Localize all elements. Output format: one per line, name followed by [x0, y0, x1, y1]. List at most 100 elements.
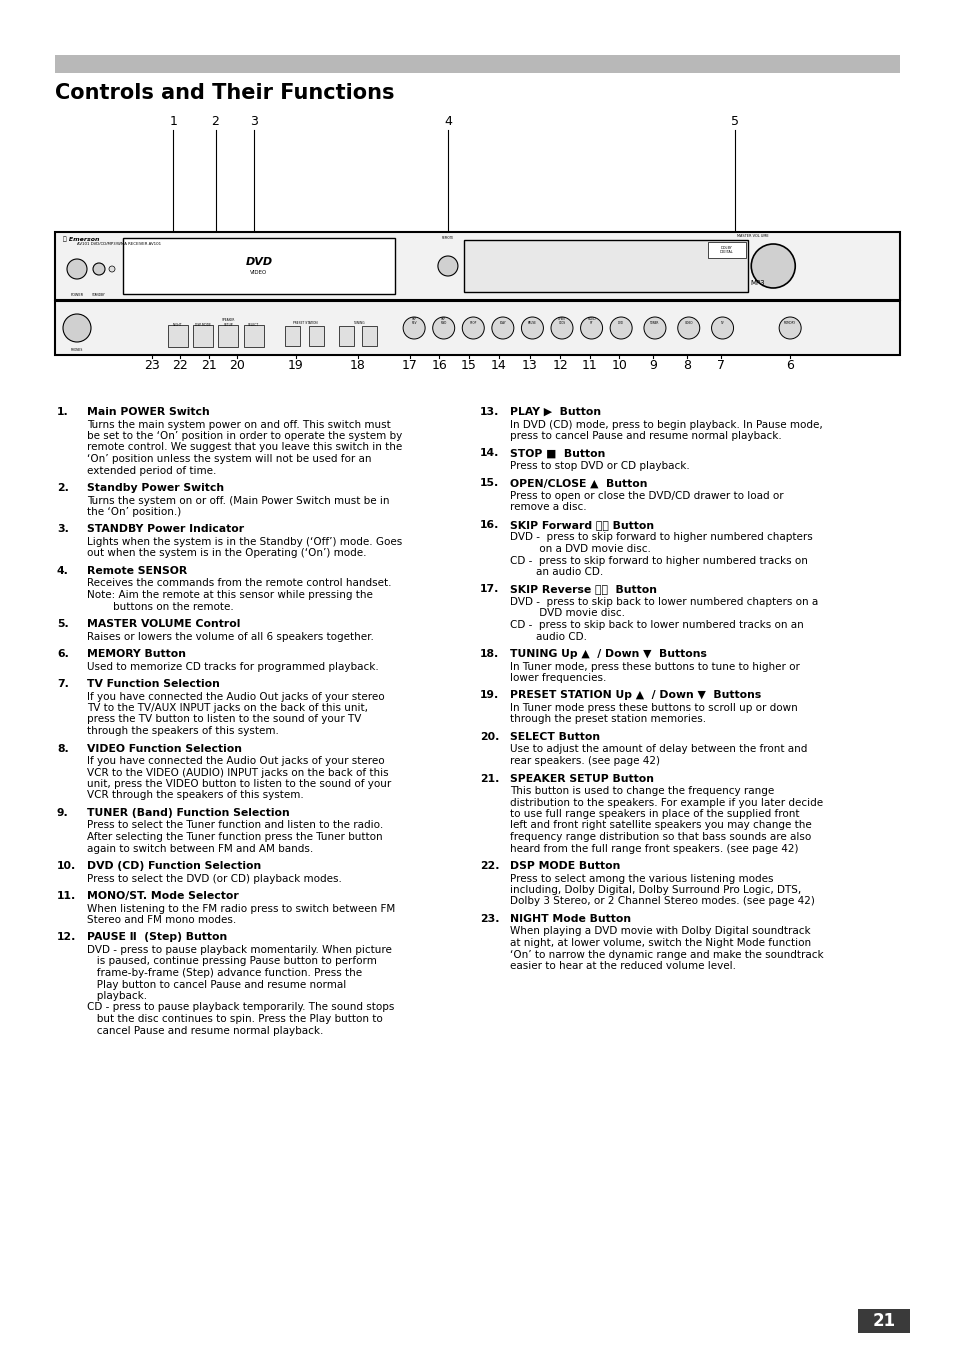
Text: This button is used to change the frequency range: This button is used to change the freque… — [510, 786, 774, 796]
Text: Raises or lowers the volume of all 6 speakers together.: Raises or lowers the volume of all 6 spe… — [87, 631, 374, 642]
Circle shape — [92, 263, 105, 276]
Text: After selecting the Tuner function press the Tuner button: After selecting the Tuner function press… — [87, 832, 382, 842]
Text: SPEAKER
SETUP: SPEAKER SETUP — [221, 319, 234, 327]
Circle shape — [67, 259, 87, 280]
Text: Main POWER Switch: Main POWER Switch — [87, 407, 210, 417]
Text: 16.: 16. — [479, 520, 498, 530]
Text: lower frequencies.: lower frequencies. — [510, 673, 606, 684]
Text: 21: 21 — [872, 1312, 895, 1329]
Circle shape — [63, 313, 91, 342]
Text: In Tuner mode, press these buttons to tune to higher or: In Tuner mode, press these buttons to tu… — [510, 662, 799, 671]
Text: In Tuner mode press these buttons to scroll up or down: In Tuner mode press these buttons to scr… — [510, 703, 797, 713]
Text: TUNER (Band) Function Selection: TUNER (Band) Function Selection — [87, 808, 290, 817]
Text: rear speakers. (see page 42): rear speakers. (see page 42) — [510, 757, 659, 766]
Circle shape — [677, 317, 699, 339]
Text: 11: 11 — [581, 359, 598, 372]
Text: ⓔ Emerson: ⓔ Emerson — [63, 236, 99, 242]
Text: audio CD.: audio CD. — [510, 631, 586, 642]
Text: remove a disc.: remove a disc. — [510, 503, 586, 512]
Circle shape — [551, 317, 573, 339]
Text: VIDEO Function Selection: VIDEO Function Selection — [87, 743, 242, 754]
Text: PHONES: PHONES — [71, 349, 83, 353]
Text: AV101 DVD/CD/MP3/WMA RECEIVER AV101: AV101 DVD/CD/MP3/WMA RECEIVER AV101 — [77, 242, 161, 246]
Bar — [55, 301, 899, 355]
Text: PAUSE Ⅱ  (Step) Button: PAUSE Ⅱ (Step) Button — [87, 932, 227, 943]
Text: 20: 20 — [229, 359, 244, 372]
Text: out when the system is in the Operating (‘On’) mode.: out when the system is in the Operating … — [87, 549, 366, 558]
Text: frequency range distribution so that bass sounds are also: frequency range distribution so that bas… — [510, 832, 810, 842]
Text: DVD - press to pause playback momentarily. When picture: DVD - press to pause playback momentaril… — [87, 944, 392, 955]
Text: the ‘On’ position.): the ‘On’ position.) — [87, 507, 181, 517]
Bar — [309, 326, 324, 346]
Text: be set to the ‘On’ position in order to operate the system by: be set to the ‘On’ position in order to … — [87, 431, 402, 440]
Text: Controls and Their Functions: Controls and Their Functions — [55, 82, 395, 103]
Text: 6: 6 — [785, 359, 793, 372]
Text: VIDEO: VIDEO — [250, 270, 268, 276]
Text: 16: 16 — [431, 359, 447, 372]
Text: MASTER VOLUME Control: MASTER VOLUME Control — [87, 619, 240, 630]
Text: 7: 7 — [716, 359, 724, 372]
Text: MONO
ST: MONO ST — [587, 316, 596, 326]
Text: POWER: POWER — [71, 293, 84, 297]
Text: DOLBY
DIGITAL: DOLBY DIGITAL — [720, 246, 733, 254]
Text: 6.: 6. — [57, 648, 69, 659]
Text: distribution to the speakers. For example if you later decide: distribution to the speakers. For exampl… — [510, 797, 822, 808]
Text: 7.: 7. — [57, 680, 69, 689]
Text: DVD (CD) Function Selection: DVD (CD) Function Selection — [87, 861, 261, 871]
Text: SKIP Reverse ⏮⏮  Button: SKIP Reverse ⏮⏮ Button — [510, 585, 657, 594]
Text: NIGHT Mode Button: NIGHT Mode Button — [510, 915, 631, 924]
Text: STOP ■  Button: STOP ■ Button — [510, 449, 605, 458]
Text: Press to select the Tuner function and listen to the radio.: Press to select the Tuner function and l… — [87, 820, 383, 831]
Text: 10: 10 — [611, 359, 627, 372]
Text: SELECT Button: SELECT Button — [510, 732, 599, 742]
Text: If you have connected the Audio Out jacks of your stereo: If you have connected the Audio Out jack… — [87, 757, 384, 766]
Text: 21: 21 — [201, 359, 216, 372]
Text: DSP MODE: DSP MODE — [194, 323, 211, 327]
Text: STOP: STOP — [469, 322, 476, 326]
Text: 1: 1 — [170, 115, 177, 128]
Text: Press to select the DVD (or CD) playback modes.: Press to select the DVD (or CD) playback… — [87, 874, 341, 884]
Text: 17: 17 — [401, 359, 417, 372]
Text: extended period of time.: extended period of time. — [87, 466, 216, 476]
Text: 12.: 12. — [57, 932, 76, 943]
Text: 2.: 2. — [57, 484, 69, 493]
Circle shape — [462, 317, 484, 339]
Text: OPEN/CLOSE ▲  Button: OPEN/CLOSE ▲ Button — [510, 478, 647, 489]
Text: 15: 15 — [460, 359, 476, 372]
Bar — [55, 55, 899, 73]
Text: Used to memorize CD tracks for programmed playback.: Used to memorize CD tracks for programme… — [87, 662, 378, 671]
Text: MP3: MP3 — [749, 280, 763, 286]
Text: SPEAKER SETUP Button: SPEAKER SETUP Button — [510, 774, 654, 784]
Text: 20.: 20. — [479, 732, 498, 742]
Text: MONO/ST. Mode Selector: MONO/ST. Mode Selector — [87, 892, 238, 901]
Text: DVD -  press to skip forward to higher numbered chapters: DVD - press to skip forward to higher nu… — [510, 532, 812, 543]
Text: DVD -  press to skip back to lower numbered chapters on a: DVD - press to skip back to lower number… — [510, 597, 818, 607]
Text: press the TV button to listen to the sound of your TV: press the TV button to listen to the sou… — [87, 715, 361, 724]
Circle shape — [643, 317, 665, 339]
Circle shape — [433, 317, 455, 339]
Text: again to switch between FM and AM bands.: again to switch between FM and AM bands. — [87, 843, 313, 854]
Text: Lights when the system is in the Standby (‘Off’) mode. Goes: Lights when the system is in the Standby… — [87, 536, 402, 547]
Text: DVD: DVD — [245, 257, 273, 267]
Text: heard from the full range front speakers. (see page 42): heard from the full range front speakers… — [510, 843, 798, 854]
Text: PRESET STATION: PRESET STATION — [293, 322, 317, 326]
Bar — [338, 326, 354, 346]
Text: DVD movie disc.: DVD movie disc. — [510, 608, 624, 619]
Text: 8: 8 — [682, 359, 690, 372]
Text: 19: 19 — [288, 359, 303, 372]
Circle shape — [437, 255, 457, 276]
Text: through the preset station memories.: through the preset station memories. — [510, 715, 705, 724]
Text: 4.: 4. — [57, 566, 69, 576]
Bar — [362, 326, 376, 346]
Text: Remote SENSOR: Remote SENSOR — [87, 566, 187, 576]
Text: DSP MODE Button: DSP MODE Button — [510, 861, 619, 871]
Text: SKIP Forward ⏭⏭ Button: SKIP Forward ⏭⏭ Button — [510, 520, 654, 530]
Text: Press to open or close the DVD/CD drawer to load or: Press to open or close the DVD/CD drawer… — [510, 490, 782, 501]
Text: PLAY ▶  Button: PLAY ▶ Button — [510, 407, 600, 417]
Text: 23: 23 — [144, 359, 160, 372]
Bar — [168, 326, 188, 347]
Text: VIDEO: VIDEO — [684, 322, 692, 326]
Circle shape — [610, 317, 632, 339]
Text: cancel Pause and resume normal playback.: cancel Pause and resume normal playback. — [87, 1025, 323, 1035]
Bar — [285, 326, 300, 346]
